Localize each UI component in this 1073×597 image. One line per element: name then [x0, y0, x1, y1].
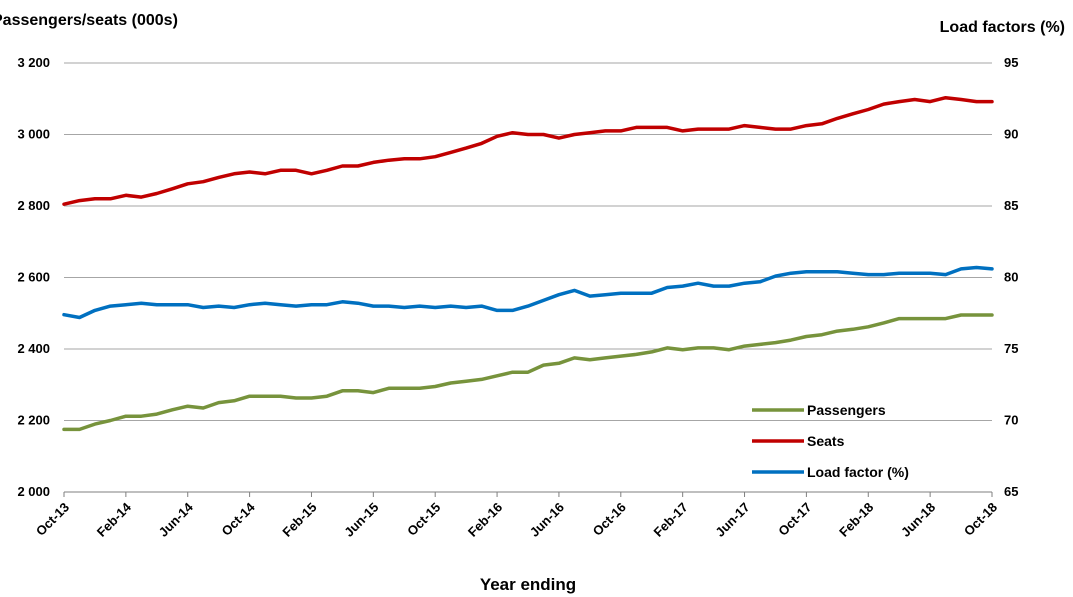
y-left-tick-label: 3 200 [17, 55, 50, 70]
x-tick-label: Oct-16 [590, 500, 629, 539]
axes [63, 491, 993, 497]
x-tick-label: Oct-13 [33, 500, 72, 539]
y-left-tick-label: 2 400 [17, 341, 50, 356]
x-tick-label: Jun-16 [527, 500, 567, 540]
x-tick-label: Feb-15 [279, 500, 319, 540]
gridlines [64, 62, 992, 421]
series-line-load-factor [62, 265, 994, 320]
y-left-tick-label: 2 200 [17, 413, 50, 428]
legend-label: Seats [807, 433, 845, 449]
y-right-tick-label: 85 [1004, 198, 1018, 213]
y-right-tick-label: 70 [1004, 413, 1018, 428]
legend-label: Load factor (%) [807, 464, 909, 480]
series-line-passengers [62, 313, 994, 432]
x-tick-label: Oct-17 [775, 500, 814, 539]
y-left-tick-label: 2 800 [17, 198, 50, 213]
x-tick-label: Feb-14 [94, 499, 135, 540]
x-tick-label: Jun-18 [898, 500, 938, 540]
series-line-seats [62, 95, 994, 206]
x-tick-label: Jun-14 [156, 499, 197, 540]
legend-label: Passengers [807, 402, 886, 418]
y-right-tick-label: 65 [1004, 484, 1018, 499]
y-axis-left-title: Passengers/seats (000s) [0, 12, 178, 29]
legend: Passengers Seats Load factor (%) [752, 402, 909, 480]
x-tick-label: Feb-17 [651, 500, 691, 540]
y-right-tick-label: 95 [1004, 55, 1018, 70]
x-tick-label: Jun-17 [712, 500, 752, 540]
y-right-tick-label: 90 [1004, 127, 1018, 142]
y-right-tick-label: 75 [1004, 341, 1018, 356]
y-axis-right-title: Load factors (%) [940, 19, 1065, 36]
y-right-tick-label: 80 [1004, 270, 1018, 285]
x-tick-label: Oct-18 [961, 500, 1000, 539]
y-left-tick-label: 2 000 [17, 484, 50, 499]
x-tick-label: Oct-15 [404, 500, 443, 539]
x-tick-label: Feb-18 [836, 500, 876, 540]
x-tick-label: Feb-16 [465, 500, 505, 540]
x-tick-label: Oct-14 [218, 499, 258, 539]
y-left-tick-label: 3 000 [17, 127, 50, 142]
series-lines [62, 95, 994, 432]
y-left-tick-label: 2 600 [17, 270, 50, 285]
x-tick-label: Jun-15 [341, 500, 381, 540]
x-axis-title: Year ending [480, 575, 576, 594]
